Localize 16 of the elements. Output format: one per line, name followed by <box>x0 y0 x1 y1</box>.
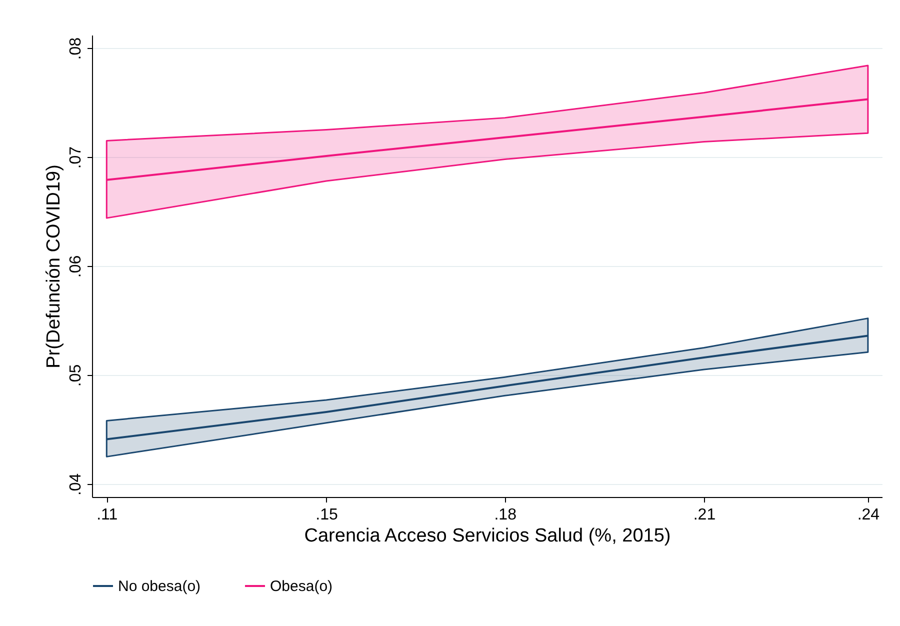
x-tick-label: .11 <box>96 506 118 524</box>
x-tick-label: .21 <box>693 506 716 524</box>
y-tick-label: .08 <box>68 37 84 60</box>
legend-label: Obesa(o) <box>270 578 333 595</box>
x-tick-label: .24 <box>857 506 880 524</box>
legend-label: No obesa(o) <box>118 578 201 595</box>
y-tick-label: .07 <box>68 146 84 169</box>
y-axis-title: Pr(Defunción COVID19) <box>44 164 64 368</box>
line-series <box>106 98 869 181</box>
x-tick-label: .15 <box>316 506 338 524</box>
x-tick-label: .18 <box>494 506 517 524</box>
x-axis-title: Carencia Acceso Servicios Salud (%, 2015) <box>304 526 671 546</box>
line-series <box>106 334 869 440</box>
y-tick-label: .04 <box>68 473 84 496</box>
y-tick-label: .06 <box>68 255 84 278</box>
y-tick-label: .05 <box>68 364 84 387</box>
